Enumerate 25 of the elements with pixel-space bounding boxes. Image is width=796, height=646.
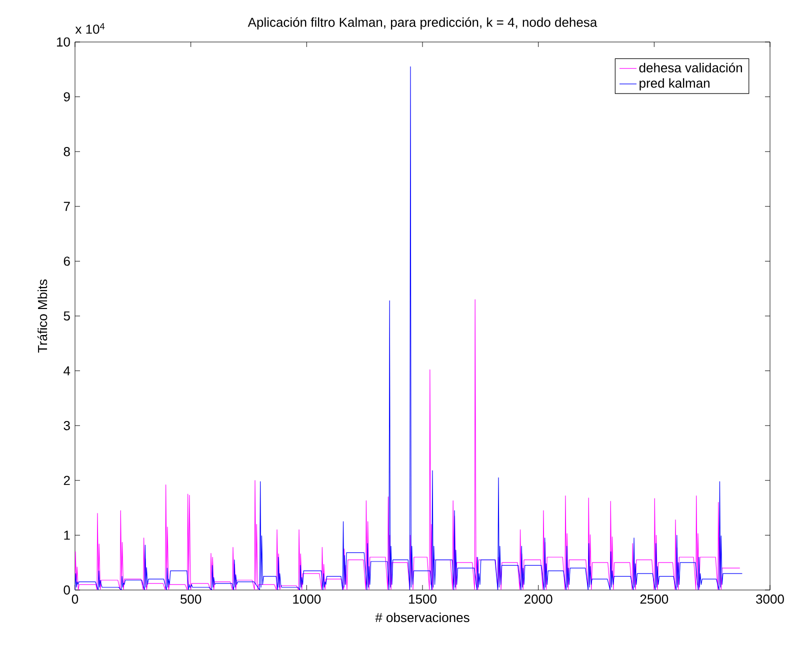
x-tick-label: 2000: [524, 594, 552, 604]
x-tick-label: 0: [72, 594, 78, 604]
x-tick-label: 1500: [409, 594, 436, 604]
y-tick-label: 4: [64, 366, 70, 376]
legend-label: pred kalman: [640, 78, 710, 90]
x-tick-label: 2500: [640, 594, 668, 604]
x-axis-title: # observaciones: [375, 612, 470, 622]
x-tick-label: 1000: [293, 594, 321, 604]
line-series: [75, 299, 740, 590]
y-axis-title: Tráfico Mbits: [37, 280, 48, 353]
y-tick-label: 10: [56, 37, 70, 47]
y-tick-label: 6: [64, 256, 70, 266]
y-tick-label: 8: [64, 146, 70, 156]
y-tick-label: 7: [64, 202, 70, 211]
y-tick-label: 3: [64, 420, 70, 430]
legend-label: dehesa validación: [639, 62, 742, 72]
x-tick-label: 500: [180, 594, 202, 604]
x-tick-label: 3000: [756, 594, 784, 604]
y-tick-label: 0: [64, 585, 70, 595]
y-tick-label: 1: [64, 530, 70, 540]
y-tick-label: 9: [64, 92, 70, 102]
y-tick-label: 5: [64, 311, 70, 321]
text: x 10$^{4}$: [75, 23, 105, 34]
y-tick-label: 2: [64, 476, 70, 485]
chart-title: Aplicación filtro Kalman, para predicción, k = 4, nodo dehesa: [248, 17, 598, 30]
